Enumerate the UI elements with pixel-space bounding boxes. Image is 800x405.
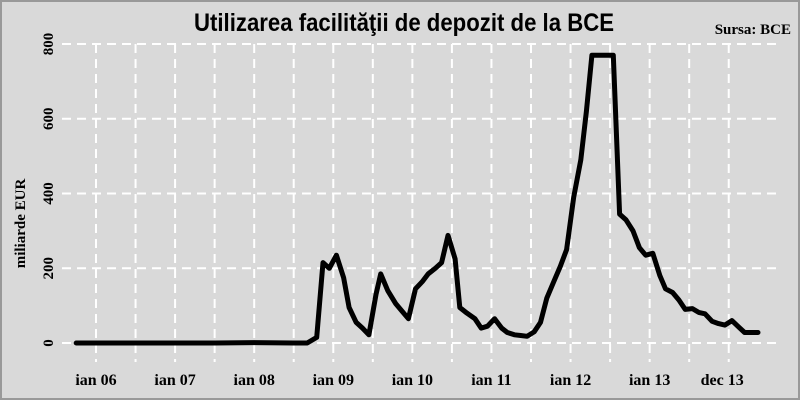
y-tick-label: 400 [41, 182, 57, 205]
x-tick-label: ian 09 [313, 372, 354, 389]
y-tick-label: 800 [41, 33, 57, 56]
x-tick-label: ian 12 [550, 372, 591, 389]
x-tick-label: ian 06 [75, 372, 116, 389]
x-tick-label: ian 08 [234, 372, 275, 389]
chart-title: Utilizarea facilităţii de depozit de la … [194, 9, 614, 37]
x-tick-label: ian 10 [392, 372, 433, 389]
y-tick-label: 600 [41, 108, 57, 131]
x-tick-label: ian 13 [629, 372, 670, 389]
series-line [73, 52, 761, 346]
x-tick-label: ian 11 [471, 372, 511, 389]
x-tick-label: ian 07 [154, 372, 195, 389]
y-axis-label: miliarde EUR [13, 179, 29, 269]
x-tick-label: dec 13 [701, 372, 744, 389]
y-tick-label: 0 [41, 339, 57, 347]
y-tick-label: 200 [41, 257, 57, 280]
chart-source: Sursa: BCE [715, 22, 791, 38]
